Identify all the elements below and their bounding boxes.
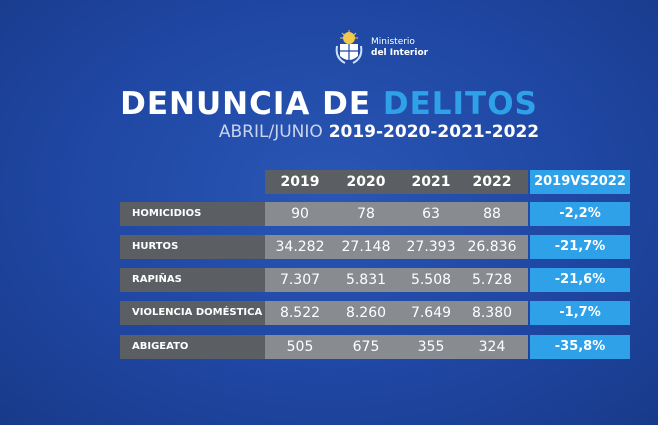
row-values-bg xyxy=(265,268,528,292)
ministry-logo: Ministerio del Interior xyxy=(333,30,428,66)
cell-abigeato-2021: 355 xyxy=(417,339,445,355)
cell-violencia-dom-stica-2019: 8.522 xyxy=(279,305,321,321)
coat-of-arms-icon xyxy=(335,30,363,64)
row-values-bg xyxy=(265,335,528,359)
logo-line1: Ministerio xyxy=(371,37,415,47)
subtitle-part2: 2019-2020-2021-2022 xyxy=(328,122,540,142)
row-label-violencia-dom-stica: VIOLENCIA DOMÉSTICA xyxy=(120,301,265,325)
header-comparison: 2019VS2022 xyxy=(530,170,630,194)
cell-homicidios-2021: 63 xyxy=(422,206,440,222)
cell-rapi-as-2021: 5.508 xyxy=(410,272,452,288)
cell-homicidios-2022: 88 xyxy=(483,206,501,222)
page-title: DENUNCIA DE DELITOS xyxy=(0,86,658,122)
cell-abigeato-2022: 324 xyxy=(478,339,506,355)
cell-abigeato-2019: 505 xyxy=(286,339,314,355)
subtitle-part1: ABRIL/JUNIO xyxy=(218,122,323,142)
cell-homicidios-2019: 90 xyxy=(291,206,309,222)
change-violencia-dom-stica: -1,7% xyxy=(530,301,630,325)
change-rapi-as: -21,6% xyxy=(530,268,630,292)
title-part1: DENUNCIA DE xyxy=(120,86,372,122)
row-values-bg xyxy=(265,235,528,259)
cell-hurtos-2020: 27.148 xyxy=(341,239,391,255)
row-label-homicidios: HOMICIDIOS xyxy=(120,202,265,226)
header-bar xyxy=(265,170,528,194)
cell-violencia-dom-stica-2020: 8.260 xyxy=(345,305,387,321)
cell-rapi-as-2020: 5.831 xyxy=(345,272,387,288)
row-label-abigeato: ABIGEATO xyxy=(120,335,265,359)
cell-homicidios-2020: 78 xyxy=(357,206,375,222)
cell-abigeato-2020: 675 xyxy=(352,339,380,355)
cell-violencia-dom-stica-2022: 8.380 xyxy=(471,305,513,321)
row-values-bg xyxy=(265,202,528,226)
column-header-2019: 2019 xyxy=(280,174,320,190)
change-homicidios: -2,2% xyxy=(530,202,630,226)
cell-violencia-dom-stica-2021: 7.649 xyxy=(410,305,452,321)
column-header-2022: 2022 xyxy=(472,174,512,190)
title-part2: DELITOS xyxy=(382,86,538,122)
cell-rapi-as-2019: 7.307 xyxy=(279,272,321,288)
column-header-2021: 2021 xyxy=(411,174,451,190)
cell-hurtos-2022: 26.836 xyxy=(467,239,517,255)
cell-rapi-as-2022: 5.728 xyxy=(471,272,513,288)
cell-hurtos-2019: 34.282 xyxy=(275,239,325,255)
row-label-hurtos: HURTOS xyxy=(120,235,265,259)
column-header-2020: 2020 xyxy=(346,174,386,190)
logo-line2: del Interior xyxy=(371,48,429,58)
change-hurtos: -21,7% xyxy=(530,235,630,259)
page-subtitle: ABRIL/JUNIO 2019-2020-2021-2022 xyxy=(0,122,658,142)
row-values-bg xyxy=(265,301,528,325)
row-label-rapi-as: RAPIÑAS xyxy=(120,268,265,292)
cell-hurtos-2021: 27.393 xyxy=(406,239,456,255)
change-abigeato: -35,8% xyxy=(530,335,630,359)
